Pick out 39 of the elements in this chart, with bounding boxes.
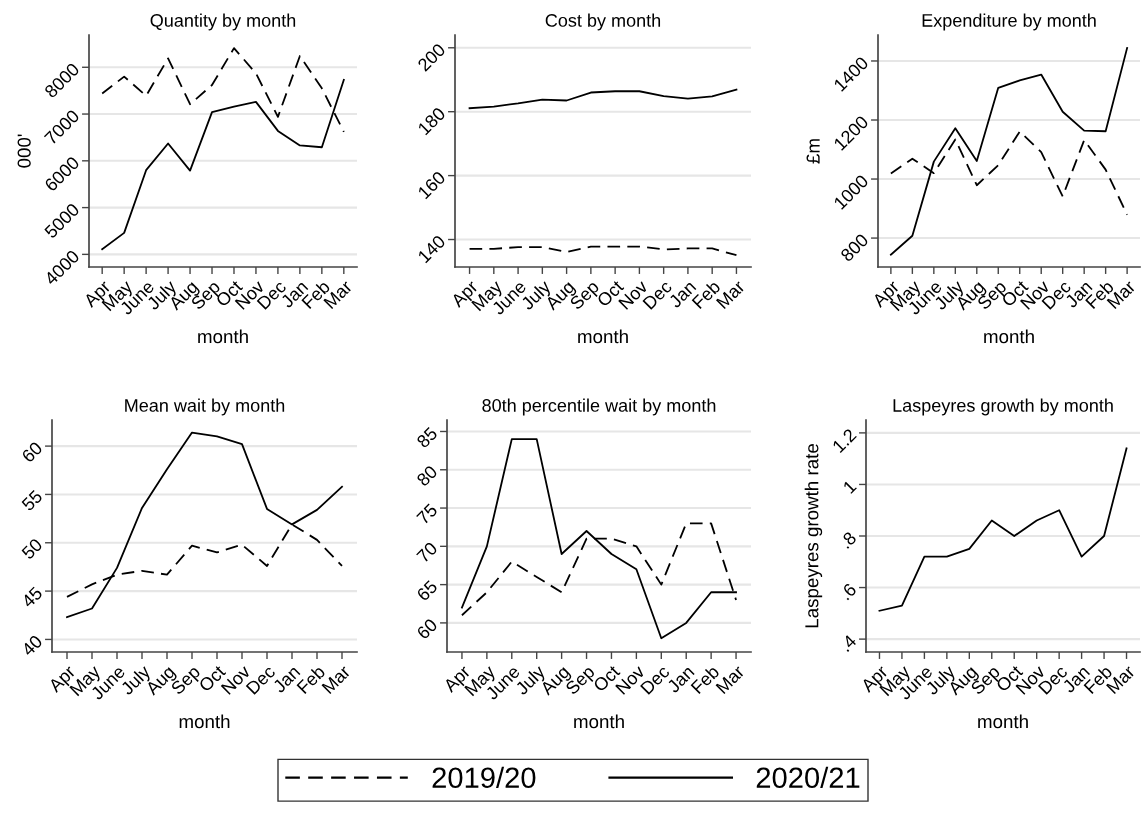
y-tick-label: 140	[417, 234, 447, 264]
line-series	[878, 447, 1128, 612]
y-tick-label: 85	[415, 426, 439, 449]
y-tick-label: 60	[416, 617, 439, 640]
y-tick-label: 65	[416, 579, 439, 602]
y-axis-title: Laspeyres growth rate	[804, 444, 823, 628]
legend-label: 2019/20	[432, 766, 536, 789]
y-tick-label: 50	[20, 537, 44, 560]
y-tick-label: 200	[416, 42, 447, 72]
chart-title: Expenditure by month	[922, 13, 1096, 31]
y-tick-label: 55	[21, 489, 44, 512]
y-tick-label: 80	[415, 464, 439, 487]
y-tick-label: 70	[416, 541, 439, 564]
y-tick-label: 180	[417, 106, 447, 136]
x-axis-title: month	[198, 329, 248, 344]
y-tick-label: .4	[839, 634, 858, 652]
y-tick-label: 1	[842, 479, 857, 494]
x-axis-title: month	[578, 329, 628, 344]
chart-title: 80th percentile wait by month	[482, 398, 716, 416]
y-axis-title: £m	[806, 139, 820, 164]
y-tick-label: 40	[20, 634, 44, 657]
y-tick-label: .8	[839, 530, 858, 549]
y-axis-title: 000'	[17, 134, 31, 168]
chart-title: Laspeyres growth by month	[893, 398, 1113, 416]
chart-title: Quantity by month	[150, 13, 296, 31]
y-tick-label: 800	[839, 232, 870, 263]
x-axis-title: month	[984, 329, 1034, 344]
y-tick-label: 45	[20, 586, 44, 609]
y-tick-label: 160	[417, 170, 447, 200]
chart-title: Cost by month	[545, 13, 661, 31]
x-axis-title: month	[179, 714, 230, 729]
y-tick-label: 60	[21, 440, 44, 464]
x-axis-title: month	[574, 714, 624, 729]
legend-label: 2020/21	[756, 766, 860, 789]
chart-title: Mean wait by month	[125, 398, 285, 416]
y-tick-label: 1.2	[831, 427, 857, 453]
y-tick-label: 75	[416, 503, 439, 526]
x-axis-title: month	[978, 714, 1028, 729]
y-tick-label: .6	[839, 582, 858, 601]
